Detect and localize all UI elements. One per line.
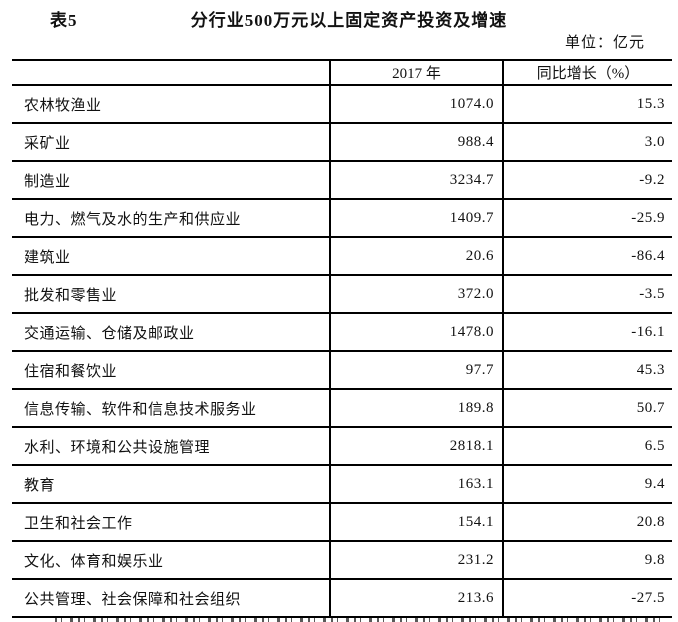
yoy-growth-cell: 9.4: [644, 475, 665, 492]
industry-cell: 水利、环境和公共设施管理: [12, 428, 331, 464]
table-row: 公共管理、社会保障和社会组织 213.6 -27.5: [12, 580, 672, 618]
table-row: 水利、环境和公共设施管理 2818.1 6.5: [12, 428, 672, 466]
table-row: 电力、燃气及水的生产和供应业 1409.7 -25.9: [12, 200, 672, 238]
yoy-growth-cell: -16.1: [631, 323, 665, 340]
yoy-growth-cell: -86.4: [631, 247, 665, 264]
yoy-growth-cell: 9.8: [644, 551, 665, 568]
value-2017-cell: 1074.0: [331, 86, 504, 122]
table-row: 文化、体育和娱乐业 231.2 9.8: [12, 542, 672, 580]
industry-cell: 建筑业: [12, 238, 331, 274]
yoy-growth-cell: -25.9: [631, 209, 665, 226]
industry-cell: 公共管理、社会保障和社会组织: [12, 580, 331, 616]
industry-cell: 教育: [12, 466, 331, 502]
yoy-growth-cell: 45.3: [636, 361, 665, 378]
header-industry-cell: [12, 61, 331, 84]
clipped-next-line-fragment: [55, 618, 666, 622]
investment-table: 2017 年 同比增长（%） 农林牧渔业 1074.0 15.3 采矿业 988.4 3.…: [12, 59, 672, 618]
industry-cell: 电力、燃气及水的生产和供应业: [12, 200, 331, 236]
table-row: 卫生和社会工作 154.1 20.8: [12, 504, 672, 542]
industry-cell: 交通运输、仓储及邮政业: [12, 314, 331, 350]
industry-cell: 卫生和社会工作: [12, 504, 331, 540]
value-2017-cell: 231.2: [331, 542, 504, 578]
table-row: 住宿和餐饮业 97.7 45.3: [12, 352, 672, 390]
page-title: 分行业500万元以上固定资产投资及增速: [190, 11, 508, 30]
value-2017-cell: 20.6: [331, 238, 504, 274]
table-number-label: 表5: [50, 11, 78, 30]
yoy-growth-cell: -27.5: [631, 589, 665, 606]
yoy-growth-cell: -3.5: [639, 285, 665, 302]
industry-cell: 信息传输、软件和信息技术服务业: [12, 390, 331, 426]
value-2017-cell: 2818.1: [331, 428, 504, 464]
industry-cell: 住宿和餐饮业: [12, 352, 331, 388]
table-row: 建筑业 20.6 -86.4: [12, 238, 672, 276]
unit-note: 单位：亿元: [564, 35, 645, 51]
value-2017-cell: 154.1: [331, 504, 504, 540]
value-2017-cell: 372.0: [331, 276, 504, 312]
value-2017-cell: 988.4: [331, 124, 504, 160]
value-2017-cell: 1409.7: [331, 200, 504, 236]
table-row: 信息传输、软件和信息技术服务业 189.8 50.7: [12, 390, 672, 428]
value-2017-cell: 163.1: [331, 466, 504, 502]
table-row: 采矿业 988.4 3.0: [12, 124, 672, 162]
value-2017-cell: 3234.7: [331, 162, 504, 198]
industry-cell: 制造业: [12, 162, 331, 198]
value-2017-cell: 97.7: [331, 352, 504, 388]
header-yoy-growth-cell: 同比增长（%）: [536, 66, 640, 82]
table-row: 交通运输、仓储及邮政业 1478.0 -16.1: [12, 314, 672, 352]
value-2017-cell: 1478.0: [331, 314, 504, 350]
yoy-growth-cell: 3.0: [644, 133, 665, 150]
value-2017-cell: 213.6: [331, 580, 504, 616]
yoy-growth-cell: 20.8: [636, 513, 665, 530]
table-row: 农林牧渔业 1074.0 15.3: [12, 86, 672, 124]
header-year-2017-cell: 2017 年: [331, 61, 504, 84]
table-row: 制造业 3234.7 -9.2: [12, 162, 672, 200]
table-body: 农林牧渔业 1074.0 15.3 采矿业 988.4 3.0 制造业 3234.7 -9.2 电…: [12, 86, 672, 618]
industry-cell: 批发和零售业: [12, 276, 331, 312]
table-row: 批发和零售业 372.0 -3.5: [12, 276, 672, 314]
table-header-row: 2017 年 同比增长（%）: [12, 61, 672, 86]
industry-cell: 采矿业: [12, 124, 331, 160]
yoy-growth-cell: -9.2: [639, 171, 665, 188]
table-row: 教育 163.1 9.4: [12, 466, 672, 504]
industry-cell: 文化、体育和娱乐业: [12, 542, 331, 578]
yoy-growth-cell: 50.7: [636, 399, 665, 416]
value-2017-cell: 189.8: [331, 390, 504, 426]
yoy-growth-cell: 6.5: [644, 437, 665, 454]
industry-cell: 农林牧渔业: [12, 86, 331, 122]
yoy-growth-cell: 15.3: [636, 95, 665, 112]
